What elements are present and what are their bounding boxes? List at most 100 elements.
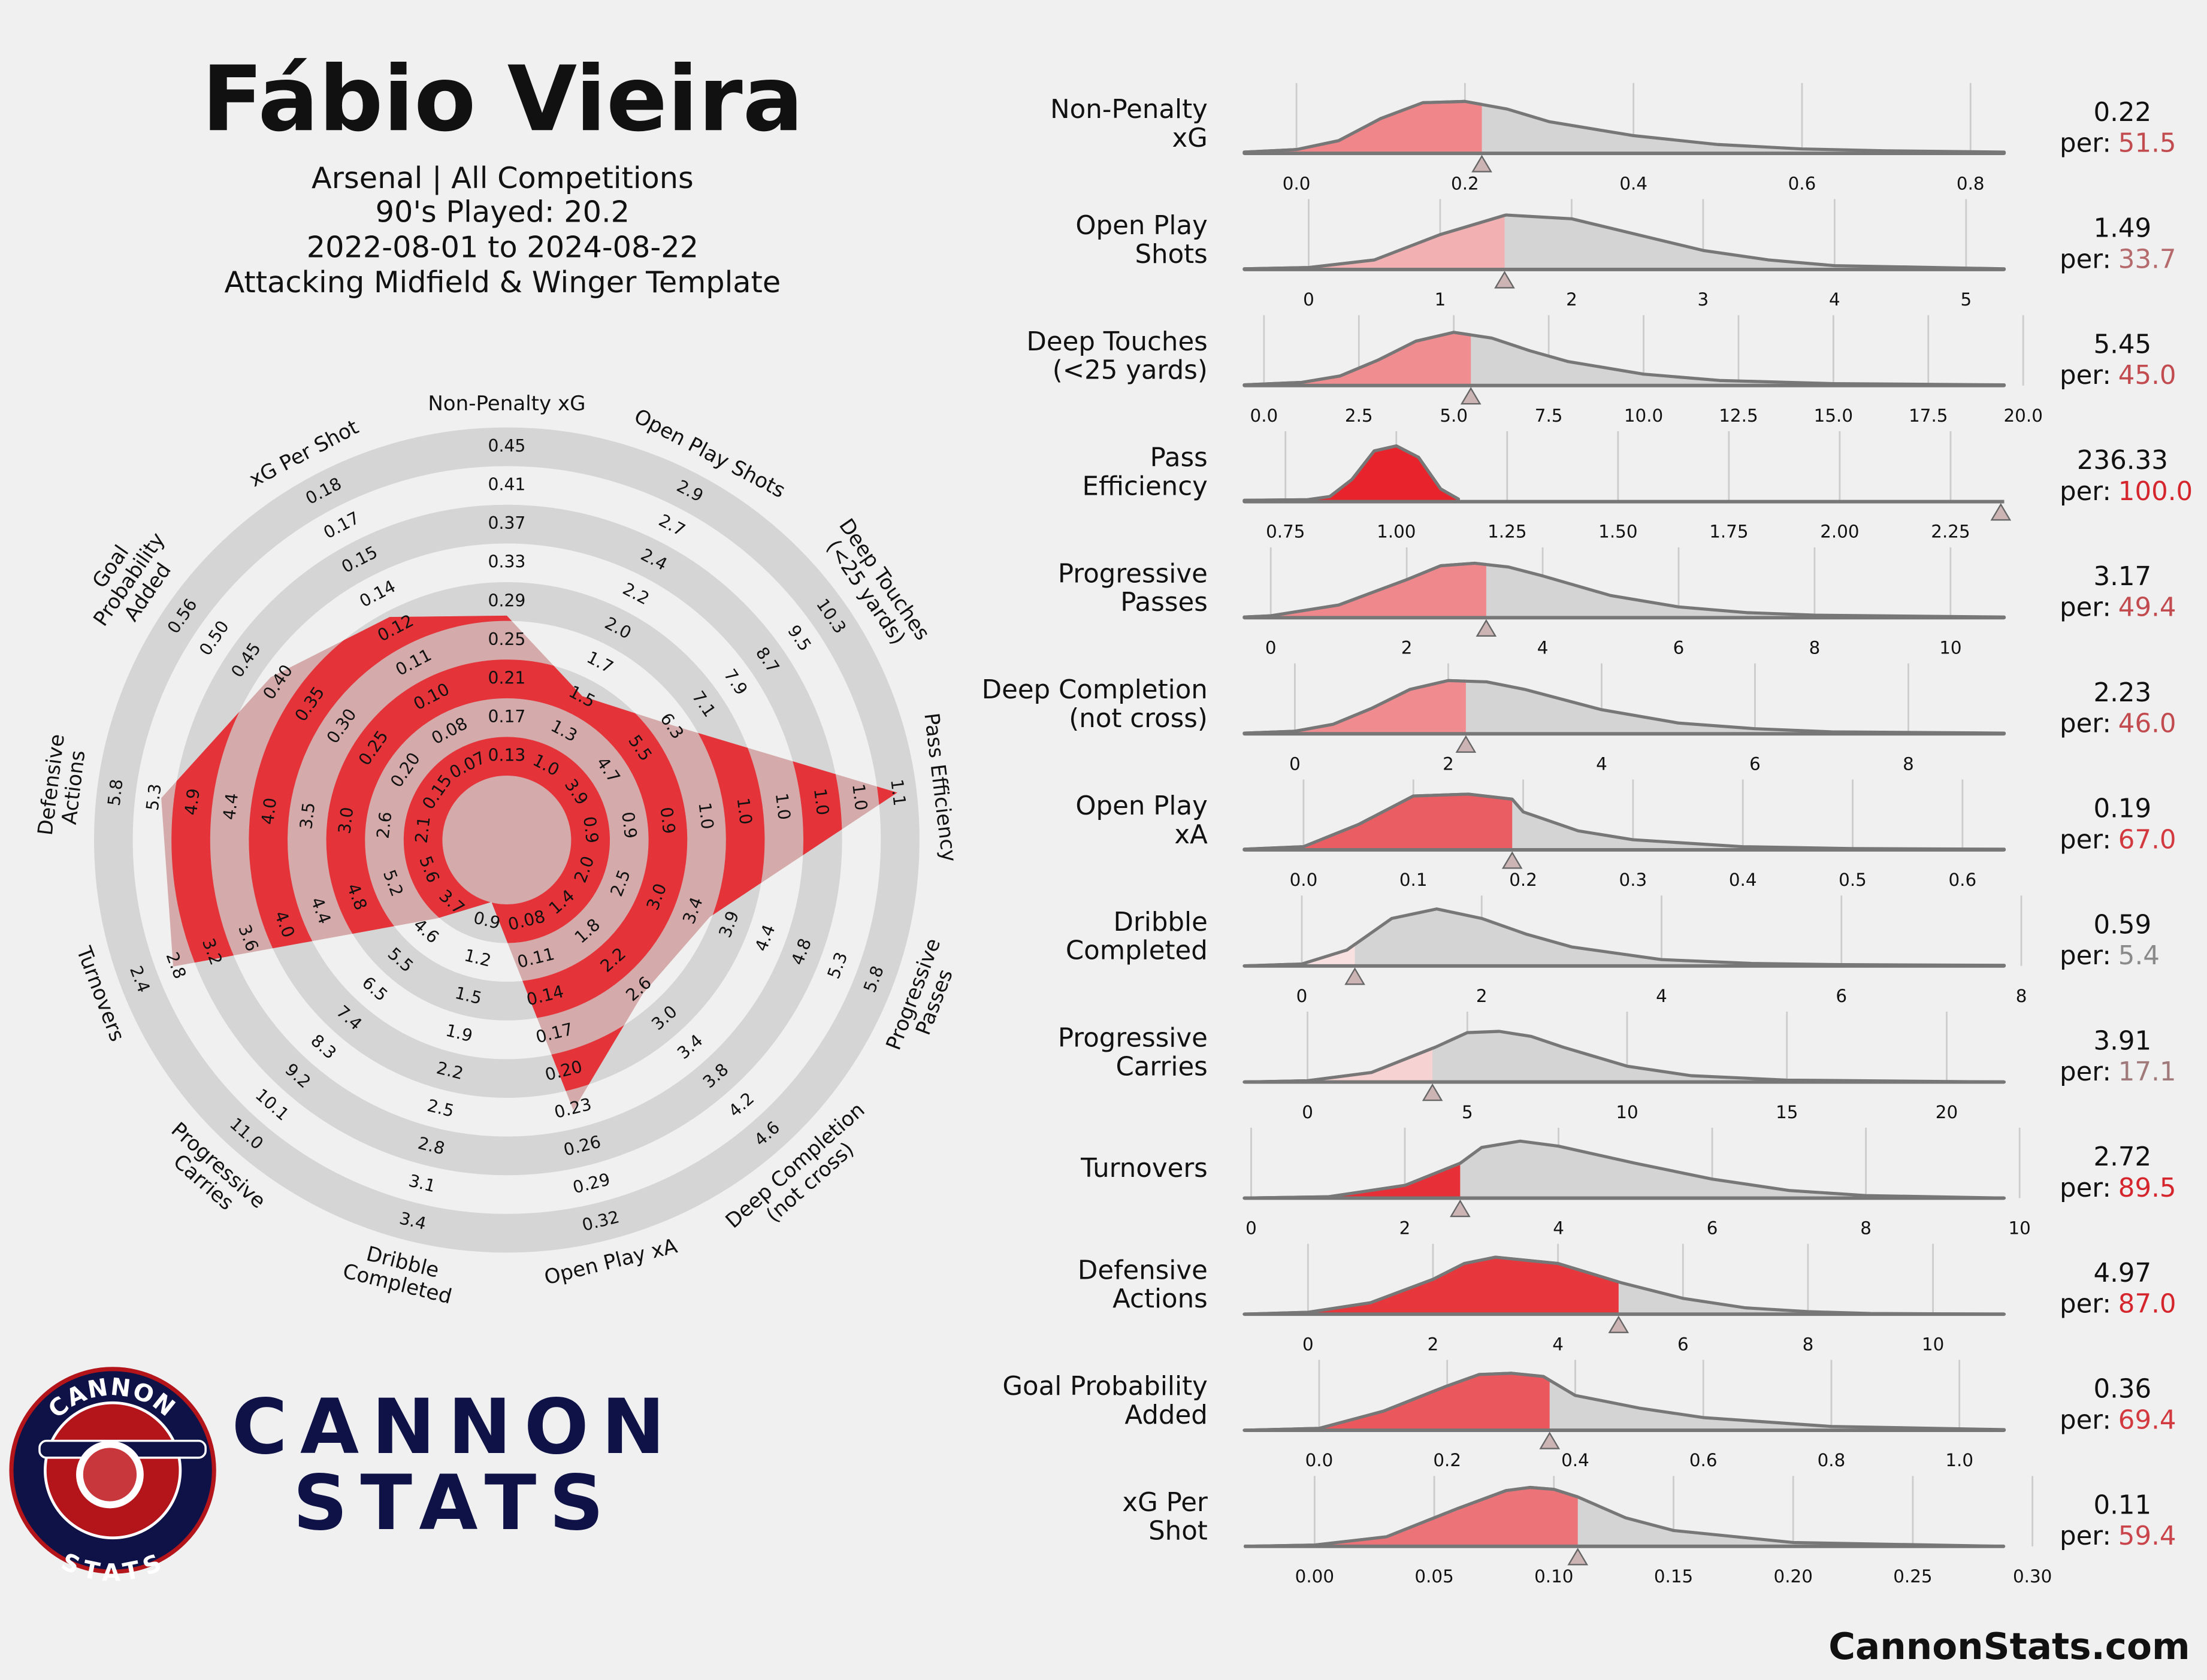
x-tick-label: 2 xyxy=(1399,1218,1411,1239)
x-tick-label: 2 xyxy=(1428,1334,1439,1354)
x-tick-label: 2 xyxy=(1476,986,1488,1006)
x-tick-label: 10 xyxy=(1616,1102,1638,1122)
ring-label: 0.45 xyxy=(488,436,526,456)
percentile-prefix: per: xyxy=(2060,128,2111,158)
percentile-prefix: per: xyxy=(2060,593,2111,623)
metric-label: Progressive Passes xyxy=(1058,559,1208,617)
x-tick-label: 8 xyxy=(1903,753,1914,774)
x-tick-label: 2 xyxy=(1443,753,1454,774)
player-marker xyxy=(1460,387,1482,405)
player-marker xyxy=(1494,271,1515,289)
percentile-prefix: per: xyxy=(2060,941,2111,971)
percentile-value: 51.5 xyxy=(2118,128,2176,158)
metric-label: Pass Efficiency xyxy=(1083,443,1208,501)
x-tick-label: 20.0 xyxy=(2004,405,2043,426)
x-tick-label: 5.0 xyxy=(1440,405,1468,426)
percentile-prefix: per: xyxy=(2060,1173,2111,1203)
percentile-prefix: per: xyxy=(2060,709,2111,739)
density-area-below-player xyxy=(1242,561,1486,619)
ring-label: 0.33 xyxy=(488,552,526,572)
x-tick-label: 1.25 xyxy=(1488,522,1526,542)
x-tick-label: 0.15 xyxy=(1654,1566,1693,1587)
x-tick-label: 0.00 xyxy=(1295,1566,1334,1587)
percentile-value: 45.0 xyxy=(2118,361,2176,391)
x-tick-label: 0 xyxy=(1289,753,1301,774)
percentile-prefix: per: xyxy=(2060,1521,2111,1551)
ring-label: 4.9 xyxy=(181,788,204,816)
player-marker xyxy=(1344,967,1365,985)
percentile-prefix: per: xyxy=(2060,477,2111,507)
ring-label: 0.29 xyxy=(488,591,526,610)
x-tick-label: 0.4 xyxy=(1729,870,1757,890)
radar-area-bands xyxy=(161,615,897,1110)
x-tick-label: 0.05 xyxy=(1414,1566,1453,1587)
x-tick-label: 1.75 xyxy=(1709,522,1748,542)
ring-label: 0.13 xyxy=(488,746,526,765)
x-tick-label: 5 xyxy=(1462,1102,1473,1122)
x-tick-label: 1 xyxy=(1435,289,1446,310)
ring-label: 5.3 xyxy=(143,783,165,812)
x-tick-label: 6 xyxy=(1673,638,1685,658)
x-tick-label: 0 xyxy=(1265,638,1277,658)
metric-label: Deep Completion (not cross) xyxy=(982,675,1208,734)
x-tick-label: 4 xyxy=(1553,1218,1564,1239)
ring-label: 0.9 xyxy=(618,810,640,839)
ring-label: 1.0 xyxy=(733,797,756,825)
subtitle: 2022-08-01 to 2024-08-22 xyxy=(307,229,699,264)
ring-label: 0.21 xyxy=(488,668,526,688)
x-tick-label: 0.5 xyxy=(1839,870,1867,890)
x-tick-label: 10 xyxy=(1922,1334,1944,1354)
ring-label: 2.6 xyxy=(373,810,395,839)
percentile-value: 89.5 xyxy=(2118,1173,2176,1203)
x-tick-label: 5 xyxy=(1961,289,1972,310)
x-tick-label: 2.00 xyxy=(1820,522,1859,542)
x-tick-label: 0 xyxy=(1302,1334,1314,1354)
x-tick-label: 0.3 xyxy=(1619,870,1647,890)
ring-label: 0.9 xyxy=(579,815,602,844)
ring-label: 4.0 xyxy=(258,797,280,825)
x-tick-label: 0.0 xyxy=(1283,173,1311,193)
percentile-value: 49.4 xyxy=(2118,593,2176,623)
x-tick-label: 8 xyxy=(1803,1334,1814,1354)
metric-value: 3.91 xyxy=(2093,1026,2151,1056)
x-tick-label: 0.8 xyxy=(1818,1450,1846,1470)
player-marker xyxy=(1476,619,1497,637)
density-area-below-player xyxy=(1242,1255,1619,1316)
percentile-prefix: per: xyxy=(2060,244,2111,274)
density-area-below-player xyxy=(1242,792,1513,852)
x-tick-label: 0.75 xyxy=(1266,522,1305,542)
x-tick-label: 0.2 xyxy=(1451,173,1479,193)
x-tick-label: 0.8 xyxy=(1957,173,1985,193)
percentile-value: 5.4 xyxy=(2118,941,2160,971)
percentile-prefix: per: xyxy=(2060,361,2111,391)
metric-value: 0.36 xyxy=(2093,1375,2151,1404)
x-tick-label: 1.50 xyxy=(1598,522,1637,542)
x-tick-label: 0.4 xyxy=(1619,173,1647,193)
x-tick-label: 15.0 xyxy=(1814,405,1853,426)
percentile-value: 17.1 xyxy=(2118,1057,2176,1087)
player-marker xyxy=(1471,155,1492,172)
ring-label: 2.1 xyxy=(412,815,434,844)
density-area-below-player xyxy=(1242,942,1355,968)
metric-label: Turnovers xyxy=(1080,1154,1208,1183)
x-tick-label: 0.6 xyxy=(1689,1450,1718,1470)
x-tick-label: 0.6 xyxy=(1788,173,1816,193)
x-tick-label: 0 xyxy=(1245,1218,1257,1239)
x-tick-label: 8 xyxy=(1860,1218,1872,1239)
density-area-below-player xyxy=(1242,444,1460,504)
x-tick-label: 4 xyxy=(1596,753,1607,774)
metric-value: 236.33 xyxy=(2077,446,2168,476)
ring-label: 0.25 xyxy=(488,629,526,649)
x-tick-label: 4 xyxy=(1829,289,1840,310)
x-tick-label: 10 xyxy=(2008,1218,2030,1239)
x-tick-label: 7.5 xyxy=(1535,405,1563,426)
player-marker xyxy=(1539,1431,1561,1449)
metric-label: Progressive Carries xyxy=(1058,1023,1208,1082)
metric-label: Defensive Actions xyxy=(1078,1255,1208,1314)
footer: CannonStats.com xyxy=(1828,1625,2190,1668)
x-tick-label: 0.4 xyxy=(1561,1450,1589,1470)
ring-label: 0.9 xyxy=(656,806,679,835)
density-area-below-player xyxy=(1242,679,1466,735)
player-marker xyxy=(1567,1548,1589,1566)
